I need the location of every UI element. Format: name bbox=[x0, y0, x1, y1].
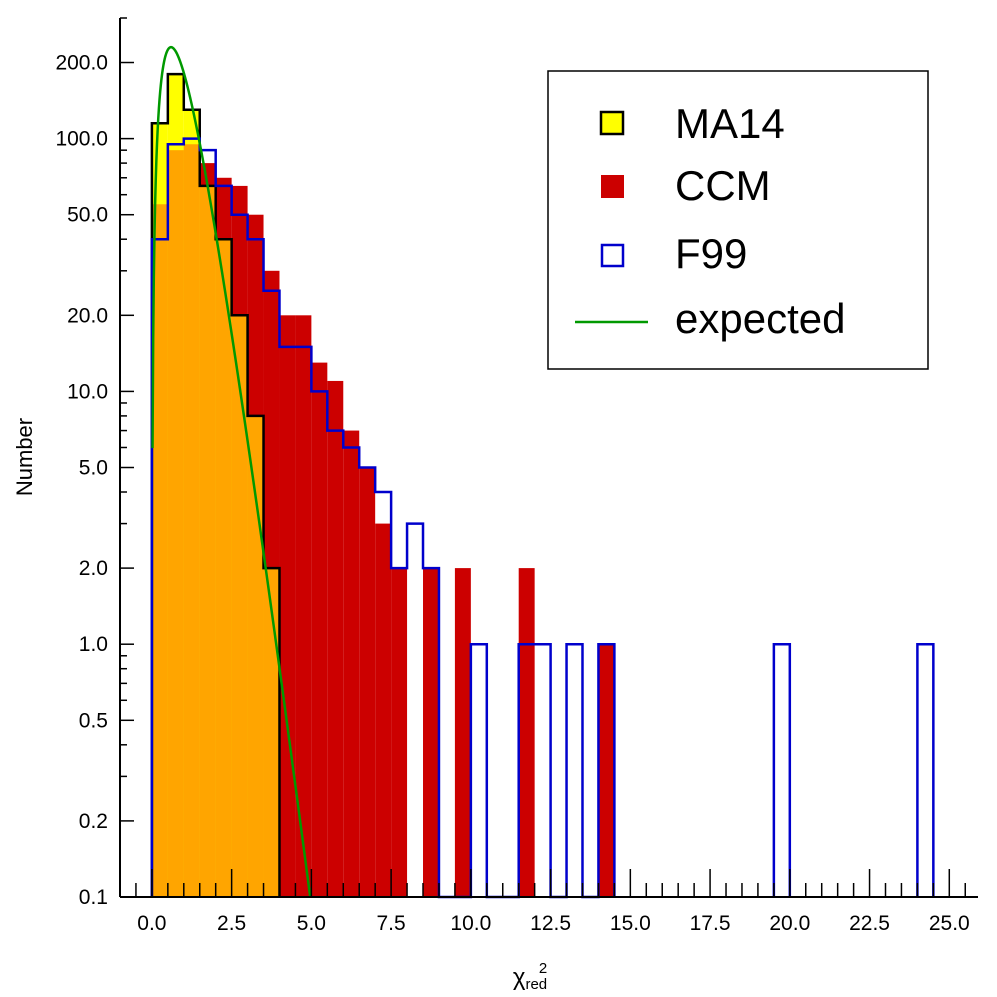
x-tick-label: 0.0 bbox=[137, 912, 166, 935]
axes: 0.1 0.2 0.5 1.0 2.0 5.0 10.0 20.0 50.0 100.0 200.0… bbox=[55, 17, 978, 935]
overlap-bar bbox=[167, 150, 184, 898]
y-tick-label: 100.0 bbox=[55, 128, 108, 151]
y-tick-label: 0.2 bbox=[79, 810, 108, 833]
x-tick-label: 5.0 bbox=[297, 912, 326, 935]
y-tick-label: 5.0 bbox=[79, 457, 108, 480]
x-tick-label: 22.5 bbox=[849, 912, 890, 935]
legend-label-ccm: CCM bbox=[675, 162, 771, 209]
y-tick-label: 10.0 bbox=[67, 380, 108, 403]
x-tick-labels: 0.0 2.5 5.0 7.5 10.0 12.5 15.0 17.5 20.0 22.5 25.0 bbox=[137, 912, 969, 935]
y-ticks bbox=[120, 17, 134, 898]
overlap-bar bbox=[263, 568, 280, 897]
overlap-bar bbox=[199, 185, 216, 898]
overlap-bar bbox=[231, 315, 248, 897]
x-tick-label: 20.0 bbox=[769, 912, 810, 935]
x-axis-label: χred2 bbox=[513, 960, 547, 993]
x-tick-label: 12.5 bbox=[530, 912, 571, 935]
legend-label-f99: F99 bbox=[675, 230, 747, 277]
x-tick-label: 17.5 bbox=[690, 912, 731, 935]
y-tick-label: 200.0 bbox=[55, 52, 108, 75]
y-tick-label: 0.1 bbox=[79, 886, 108, 909]
ccm-bar bbox=[391, 568, 408, 897]
y-tick-label: 50.0 bbox=[67, 204, 108, 227]
overlap-bar bbox=[151, 204, 168, 897]
ccm-bar bbox=[375, 523, 392, 897]
ccm-bar bbox=[279, 315, 296, 897]
ma14-outline bbox=[150, 72, 281, 897]
overlap-bar bbox=[247, 415, 264, 897]
y-axis-label: Number bbox=[12, 418, 37, 496]
f99-step-outline bbox=[150, 137, 935, 899]
x-axis-label-subscript: red bbox=[525, 976, 547, 993]
ccm-bar bbox=[454, 568, 471, 897]
x-tick-label: 25.0 bbox=[929, 912, 970, 935]
ccm-bar bbox=[423, 568, 439, 897]
x-axis-label-superscript: 2 bbox=[539, 960, 547, 977]
y-tick-label: 20.0 bbox=[67, 304, 108, 327]
legend-label-ma14: MA14 bbox=[675, 100, 785, 147]
x-tick-label: 10.0 bbox=[450, 912, 491, 935]
legend-swatch-ccm bbox=[601, 175, 624, 198]
x-axis-label-chi: χ bbox=[513, 964, 526, 991]
ccm-bar bbox=[518, 568, 535, 897]
y-tick-label: 0.5 bbox=[79, 709, 108, 732]
ccm-bar bbox=[359, 467, 376, 897]
y-tick-label: 1.0 bbox=[79, 633, 108, 656]
overlap-bar bbox=[215, 239, 232, 897]
ccm-bar bbox=[343, 430, 360, 897]
ccm-bar bbox=[295, 315, 312, 897]
legend-swatch-ma14 bbox=[599, 110, 625, 136]
legend: MA14 CCM F99 expected bbox=[547, 70, 929, 370]
x-tick-label: 15.0 bbox=[610, 912, 651, 935]
ma14-step-outline bbox=[150, 72, 281, 897]
legend-swatch-f99 bbox=[600, 243, 625, 268]
expected-line bbox=[151, 45, 312, 898]
x-tick-label: 2.5 bbox=[217, 912, 246, 935]
x-tick-label: 7.5 bbox=[377, 912, 406, 935]
ccm-bar bbox=[598, 644, 615, 897]
ccm-bar bbox=[327, 380, 344, 898]
f99-outline bbox=[150, 137, 935, 899]
overlap-bar bbox=[183, 144, 200, 898]
expected-curve bbox=[151, 45, 312, 898]
ccm-bar bbox=[311, 362, 328, 898]
y-tick-labels: 0.1 0.2 0.5 1.0 2.0 5.0 10.0 20.0 50.0 100.0 200.0 bbox=[55, 52, 108, 909]
legend-label-expected: expected bbox=[675, 295, 845, 342]
overlap-bars bbox=[151, 144, 280, 898]
y-tick-label: 2.0 bbox=[79, 557, 108, 580]
x-ticks bbox=[135, 869, 966, 897]
